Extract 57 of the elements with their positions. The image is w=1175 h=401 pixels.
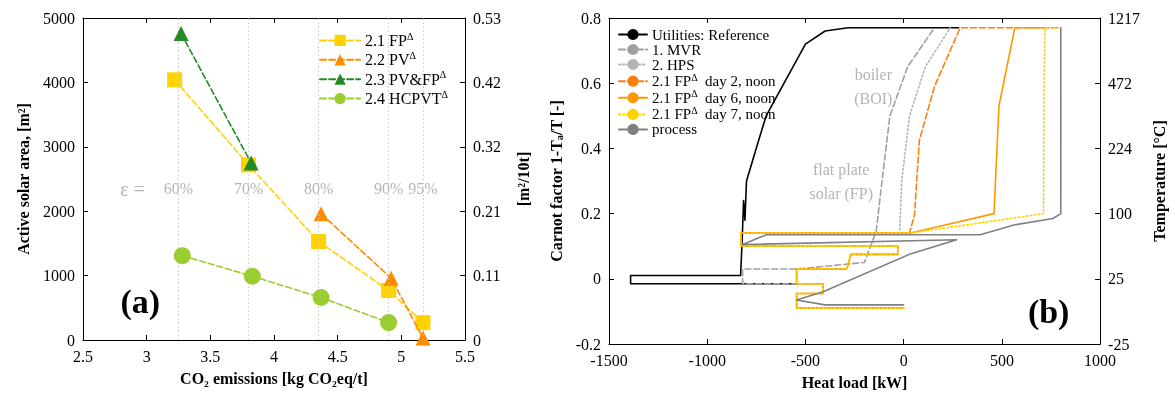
x-tick-label: 500 xyxy=(989,351,1014,369)
annotation: ε = xyxy=(120,177,145,200)
annotation: 80% xyxy=(303,180,334,198)
y-tick-label: 5000 xyxy=(43,9,75,27)
annotation: (a) xyxy=(120,282,161,321)
x-tick-label: 4.5 xyxy=(327,347,348,365)
y-tick-label: 0.6 xyxy=(581,74,601,92)
y-tick-label: -0.2 xyxy=(575,335,601,353)
x-tick-label: 5.5 xyxy=(455,347,475,365)
x-tick-label: -1000 xyxy=(688,351,726,369)
y2-axis-title: [m²/10t] xyxy=(514,151,532,207)
legend-label: process xyxy=(652,121,698,138)
y2-tick-label: 0.21 xyxy=(473,202,501,220)
y2-tick-label: 0.42 xyxy=(473,73,501,91)
y-tick-label: 4000 xyxy=(43,73,75,91)
y-tick-label: 0.8 xyxy=(581,9,601,27)
annotation: (b) xyxy=(1027,292,1070,331)
x-tick-label: -500 xyxy=(790,351,821,369)
y-tick-label: 3000 xyxy=(43,138,75,156)
y-axis-title: Carnot factor 1-Ta/T [-] xyxy=(547,100,566,262)
legend-label: Utilities: Reference xyxy=(652,26,770,43)
category-label: 1217 xyxy=(1108,9,1141,27)
annotation: 95% xyxy=(408,180,438,198)
x-tick-label: 2.5 xyxy=(73,347,93,365)
x-tick-label: 1000 xyxy=(1084,351,1117,369)
y-tick-label: 0 xyxy=(593,270,601,288)
x-tick-label: 4 xyxy=(270,347,278,365)
category-label: 25 xyxy=(1108,270,1125,288)
y2-tick-label: 0.32 xyxy=(473,138,501,156)
category-label: -25 xyxy=(1108,335,1130,353)
category-label: 472 xyxy=(1108,74,1133,92)
x-tick-label: -1500 xyxy=(590,351,628,369)
annotation: 90% xyxy=(373,180,404,198)
y-tick-label: 0 xyxy=(67,331,75,349)
x-axis-title: CO₂ emissions [kg CO₂eq/t] xyxy=(180,369,368,388)
y2-axis-title: Temperature [°C] xyxy=(1150,120,1169,242)
annotation: 60% xyxy=(163,180,194,198)
x-tick-label: 3.5 xyxy=(200,347,221,365)
y2-tick-label: 0 xyxy=(473,331,481,349)
legend-label: 2. HPS xyxy=(652,56,695,73)
y2-tick-label: 0.11 xyxy=(473,267,501,285)
category-label: 100 xyxy=(1108,205,1133,223)
y-tick-label: 1000 xyxy=(43,267,75,285)
annotation: boiler (BOI) xyxy=(854,65,893,108)
x-tick-label: 3 xyxy=(142,347,151,365)
y-tick-label: 0.4 xyxy=(581,139,601,157)
y-tick-label: 2000 xyxy=(43,202,75,220)
x-tick-label: 0 xyxy=(899,351,908,369)
legend-label: 1. MVR xyxy=(652,41,702,58)
y-tick-label: 0.2 xyxy=(581,205,601,223)
y2-tick-label: 0.53 xyxy=(473,9,501,27)
y-axis-title: Active solar area, [m²] xyxy=(14,103,32,255)
x-axis-title: Heat load [kW] xyxy=(801,373,908,391)
annotation: flat plate solar (FP) xyxy=(809,160,873,203)
annotation: 70% xyxy=(233,180,264,198)
category-label: 224 xyxy=(1108,139,1133,157)
x-tick-label: 5 xyxy=(397,347,406,365)
